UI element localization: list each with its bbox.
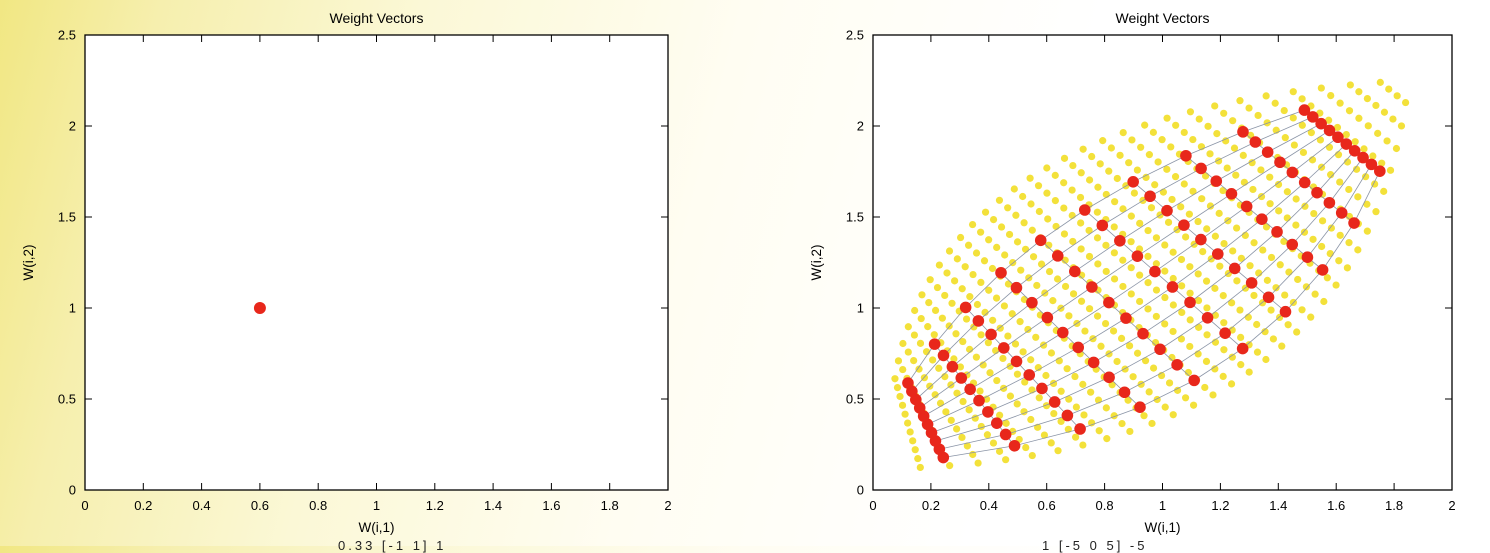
x-tick-label: 0.6 (251, 498, 269, 513)
plot-frame (872, 34, 1453, 491)
y-tick-label: 2 (69, 119, 76, 134)
x-tick-label: 1.2 (426, 498, 444, 513)
x-axis-label: W(i,1) (1145, 520, 1181, 535)
x-tick-label: 0.8 (1096, 498, 1114, 513)
chart-title: Weight Vectors (1116, 10, 1210, 26)
initial-neuron-weight-markers (253, 302, 266, 314)
y-tick-label: 2.5 (58, 28, 76, 43)
x-tick-label: 1.8 (601, 498, 619, 513)
x-tick-label: 0 (81, 498, 88, 513)
x-tick-label: 2 (1448, 498, 1455, 513)
x-tick-label: 1.4 (484, 498, 502, 513)
y-tick-label: 1.5 (58, 210, 76, 225)
som-neuron-grid-markers (902, 104, 1386, 464)
x-tick-label: 1 (373, 498, 380, 513)
y-tick-label: 0 (857, 483, 864, 498)
x-tick-label: 1.6 (542, 498, 560, 513)
y-axis-label: W(i,2) (809, 245, 824, 281)
chart-title: Weight Vectors (330, 10, 424, 26)
y-tick-label: 1 (857, 301, 864, 316)
plot-area (85, 35, 668, 490)
som-initial-weights-chart: 0 0.2 0.4 0.6 0.8 1 1.2 1.4 1.6 1.8 2 0 0.5 1 1.5 2 2.5 W… (21, 10, 672, 535)
x-tick-label: 1.8 (1385, 498, 1403, 513)
plot-area (873, 35, 1452, 490)
som-trained-weights-chart: 0 0.2 0.4 0.6 0.8 1 1.2 1.4 1.6 1.8 2 0 0.5 1 1.5 2 2.5 W… (809, 10, 1456, 535)
x-tick-label: 1.4 (1269, 498, 1287, 513)
y-tick-label: 1 (69, 301, 76, 316)
x-tick-label: 0.6 (1038, 498, 1056, 513)
x-tick-label: 0 (869, 498, 876, 513)
y-tick-label: 2 (857, 119, 864, 134)
y-tick-label: 0 (69, 483, 76, 498)
y-tick-label: 1.5 (846, 210, 864, 225)
x-tick-label: 0.8 (309, 498, 327, 513)
y-tick-label: 0.5 (846, 392, 864, 407)
x-tick-label: 1.6 (1327, 498, 1345, 513)
plot-frame (84, 34, 669, 491)
x-tick-label: 1 (1159, 498, 1166, 513)
x-tick-label: 2 (664, 498, 671, 513)
cropped-caption-right: 1 [-5 0 5] -5 (1042, 538, 1148, 553)
x-tick-label: 0.4 (193, 498, 211, 513)
x-tick-label: 1.2 (1211, 498, 1229, 513)
x-axis-label: W(i,1) (359, 520, 395, 535)
x-tick-label: 0.2 (134, 498, 152, 513)
y-axis-label: W(i,2) (21, 245, 36, 281)
y-tick-label: 2.5 (846, 28, 864, 43)
y-tick-label: 0.5 (58, 392, 76, 407)
cropped-caption-left: 0.33 [-1 1] 1 (338, 538, 447, 553)
x-tick-label: 0.4 (980, 498, 998, 513)
x-tick-label: 0.2 (922, 498, 940, 513)
